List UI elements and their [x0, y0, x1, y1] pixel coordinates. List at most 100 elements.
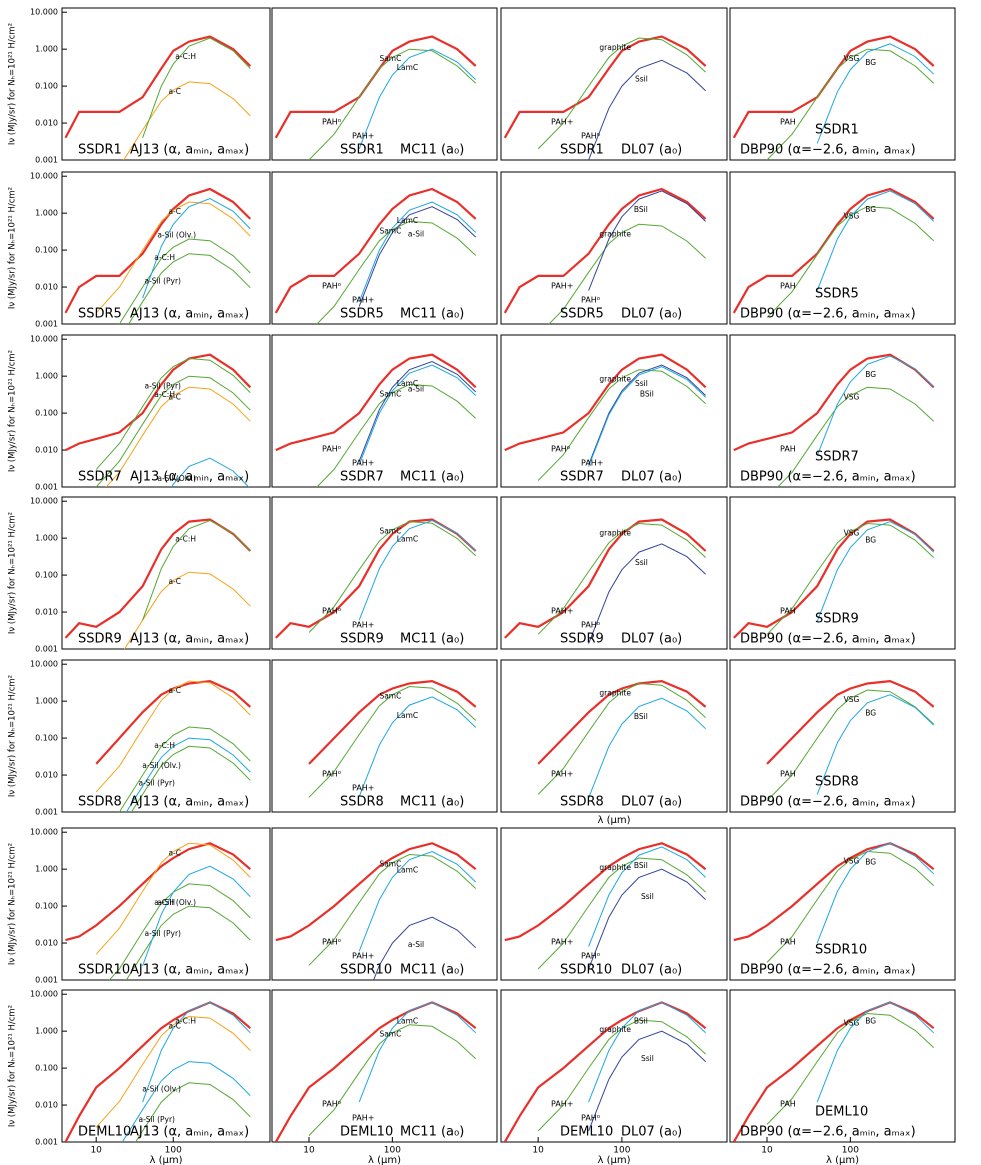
y-axis-label: Iν (MJy/sr) for Nₕ=10²¹ H/cm² [8, 1005, 18, 1127]
y-axis-label: Iν (MJy/sr) for Nₕ=10²¹ H/cm² [8, 512, 18, 634]
pah-label: PAH⁰ [551, 445, 570, 454]
component-line [95, 201, 251, 314]
model-label: MC11 (a₀) [400, 143, 464, 158]
component-label: LamC [397, 866, 418, 875]
component-line [358, 519, 477, 621]
y-tick-label: 0.010 [35, 771, 58, 780]
component-line [142, 865, 251, 967]
model-total-line [733, 518, 935, 639]
panel-frame [500, 171, 728, 325]
source-label: DEML10 [560, 1125, 613, 1140]
component-label: a-Sil (Pyr) [138, 778, 175, 787]
pah-label: PAH⁰ [322, 445, 341, 454]
x-tick-label: 10 [90, 1146, 102, 1156]
component-line [308, 853, 477, 966]
source-label: SSDR1 [560, 143, 604, 158]
component-label: a-C:H [175, 535, 196, 544]
component-label: LamC [397, 711, 418, 720]
model-total-line [504, 353, 707, 452]
pah-label: PAH [780, 282, 796, 291]
x-tick-label: 100 [842, 1146, 859, 1156]
component-label: SamC [379, 54, 401, 63]
component-label: BG [865, 1016, 876, 1025]
component-label: a-Sil (Pyr) [144, 929, 181, 938]
model-label: AJ13 (α, aₘᵢₙ, aₘₐₓ) [130, 1125, 249, 1140]
component-label: LamC [397, 216, 418, 225]
panel-frame [729, 496, 956, 650]
model-total-line [275, 353, 477, 452]
pah-label: PAH [780, 938, 796, 947]
component-line [135, 1082, 251, 1142]
panel: 0.001 0.010 0.100 1.000 10.000 Iν (MJy/sr) fo… [8, 334, 271, 492]
y-tick-label: 0.100 [35, 409, 58, 418]
component-line [588, 846, 706, 947]
component-label: a-C [168, 848, 181, 857]
model-label: MC11 (a₀) [400, 470, 464, 485]
model-total-line [64, 35, 252, 139]
model-label: DL07 (a₀) [621, 632, 682, 647]
component-label: LamC [397, 63, 418, 72]
series-group [733, 842, 935, 963]
pah-label: PAH+ [551, 770, 574, 779]
model-label: AJ13 (α, aₘᵢₙ, aₘₐₓ) [130, 307, 249, 322]
component-line [816, 842, 935, 944]
panel-frame [61, 496, 271, 650]
series-group [732, 1001, 935, 1142]
panel-frame [500, 827, 728, 981]
panel: SamC LamC PAH⁰ PAH+ SSDR8 MC11 (a₀) [271, 659, 498, 813]
component-label: VSG [844, 54, 860, 63]
model-total-line [308, 679, 477, 765]
pah-label: PAH⁰ [322, 770, 341, 779]
component-label: LamC [397, 379, 418, 388]
component-line [766, 1012, 935, 1125]
component-line [105, 386, 251, 487]
panel: VSG BG PAH SSDR10 DBP90 (α=−2.6, aₘᵢₙ, aₘₐₓ) [729, 827, 956, 981]
component-line [548, 223, 706, 324]
series-group [275, 518, 477, 639]
component-label: a-C [168, 87, 181, 96]
pah-label: PAH+ [551, 118, 574, 127]
y-tick-label: 1.000 [35, 865, 58, 874]
panel-frame [271, 334, 498, 488]
panel-frame [729, 659, 956, 813]
component-line [358, 206, 477, 307]
source-label: SSDR9 [560, 632, 604, 647]
source-label: SSDR9 [78, 632, 122, 647]
y-tick-label: 0.001 [35, 320, 58, 329]
panel-frame [500, 7, 728, 161]
pah-label: PAH⁰ [581, 952, 600, 961]
component-line [95, 680, 251, 793]
component-label: LamC [397, 535, 418, 544]
panel: graphite BSil Ssil PAH+ PAH⁰ SSDR10 DL07 (a₀) [500, 827, 728, 981]
component-line [537, 522, 706, 635]
component-line [95, 357, 251, 470]
component-line [588, 868, 706, 970]
y-tick-label: 0.100 [35, 734, 58, 743]
model-label: DL07 (a₀) [621, 470, 682, 485]
component-label: LamC [397, 1016, 418, 1025]
source-label: SSDR8 [78, 795, 122, 810]
pah-label: PAH⁰ [322, 1100, 341, 1109]
component-line [358, 696, 477, 797]
model-label: AJ13 (α, aₘᵢₙ, aₘₐₓ) [130, 470, 249, 485]
source-label: SSDR5 [340, 307, 384, 322]
model-label: DL07 (a₀) [621, 1125, 682, 1140]
model-label: DBP90 (α=−2.6, aₘᵢₙ, aₘₐₓ) [740, 963, 916, 978]
y-tick-label: 0.100 [35, 82, 58, 91]
model-total-line [503, 1001, 707, 1142]
source-label: SSDR10 [560, 963, 612, 978]
component-line [358, 48, 477, 150]
panel: graphite Ssil BSil PAH⁰ PAH+ SSDR7 DL07 (a₀) [500, 334, 728, 488]
panel-frame [271, 496, 498, 650]
model-total-line [64, 187, 252, 314]
component-label: SamC [379, 691, 401, 700]
component-label: a-Sil (Pyr) [144, 382, 181, 391]
component-line [308, 1024, 477, 1136]
y-tick-label: 0.001 [35, 808, 58, 817]
panel-frame [500, 496, 728, 650]
